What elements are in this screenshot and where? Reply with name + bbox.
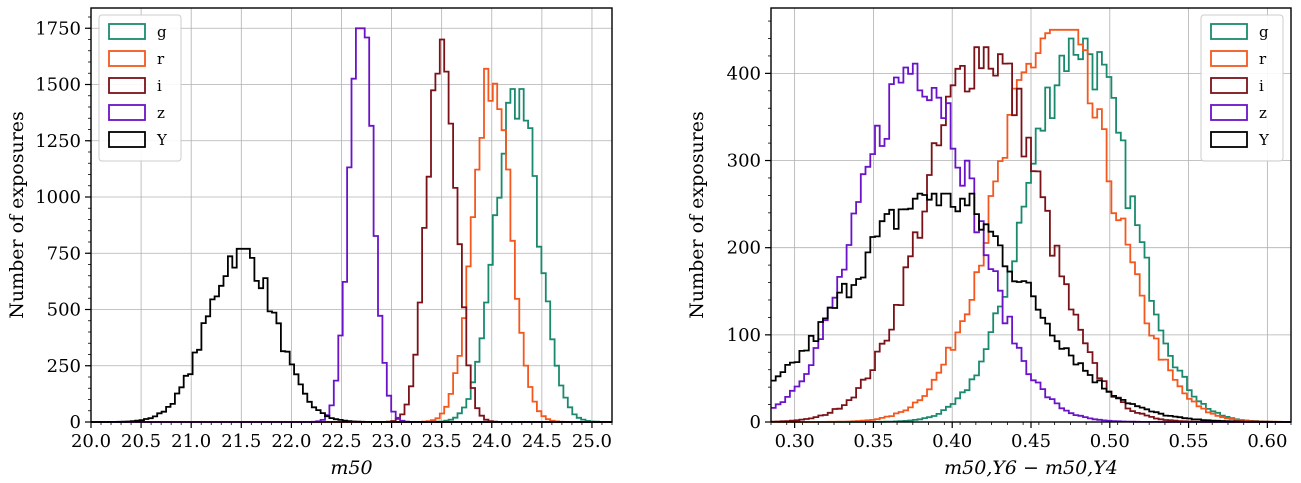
y-tick-label: 200 bbox=[727, 238, 761, 259]
legend-label-i: i bbox=[1259, 77, 1264, 95]
y-tick-label: 750 bbox=[47, 243, 81, 264]
legend-swatch-z bbox=[108, 104, 146, 121]
x-tick-label: 24.5 bbox=[522, 431, 562, 452]
y-tick-label: 0 bbox=[70, 412, 81, 433]
x-tick-label: 23.0 bbox=[372, 431, 412, 452]
y-tick-label: 400 bbox=[727, 63, 761, 84]
legend-label-i: i bbox=[157, 77, 162, 95]
y-tick-label: 100 bbox=[727, 325, 761, 346]
legend-swatch-Y bbox=[108, 131, 146, 148]
x-tick-label: 21.5 bbox=[221, 431, 261, 452]
legend-swatch-g bbox=[108, 23, 146, 40]
legend-label-r: r bbox=[157, 50, 165, 68]
legend-swatch-r bbox=[1210, 50, 1248, 67]
x-tick-label: 0.55 bbox=[1169, 431, 1209, 452]
y-tick-label: 500 bbox=[47, 300, 81, 321]
x-tick-label: 0.50 bbox=[1090, 431, 1130, 452]
x-tick-label: 25.0 bbox=[572, 431, 612, 452]
y-tick-label: 1500 bbox=[35, 75, 81, 96]
y-axis-label: Number of exposures bbox=[686, 111, 708, 319]
y-tick-label: 300 bbox=[727, 151, 761, 172]
y-tick-label: 1250 bbox=[35, 131, 81, 152]
legend-swatch-g bbox=[1210, 23, 1248, 40]
histogram-series-r bbox=[771, 28, 1291, 423]
histogram-series-Y bbox=[771, 192, 1291, 423]
x-tick-label: 20.5 bbox=[121, 431, 161, 452]
y-tick-label: 1000 bbox=[35, 187, 81, 208]
x-tick-label: 23.5 bbox=[422, 431, 462, 452]
legend-label-r: r bbox=[1259, 50, 1267, 68]
x-tick-label: 0.45 bbox=[1011, 431, 1051, 452]
x-tick-label: 0.60 bbox=[1247, 431, 1287, 452]
legend-label-z: z bbox=[157, 104, 165, 122]
legend-box bbox=[1200, 14, 1284, 162]
y-tick-label: 1750 bbox=[35, 18, 81, 39]
x-tick-label: 24.0 bbox=[472, 431, 512, 452]
legend-box bbox=[98, 14, 182, 162]
legend-swatch-z bbox=[1210, 104, 1248, 121]
right-histogram-panel: 0.30 0.35 0.40 0.45 0.50 0.55 0.60 0 100 200 300 40… bbox=[686, 7, 1292, 479]
legend-label-Y: Y bbox=[1258, 131, 1270, 149]
legend-swatch-i bbox=[1210, 77, 1248, 94]
x-tick-label: 0.35 bbox=[853, 431, 893, 452]
x-tick-label: 20.0 bbox=[71, 431, 111, 452]
x-tick-label: 0.30 bbox=[775, 431, 815, 452]
x-tick-label: 22.5 bbox=[321, 431, 361, 452]
x-tick-label: 22.0 bbox=[271, 431, 311, 452]
legend-label-g: g bbox=[1259, 23, 1269, 41]
legend-swatch-Y bbox=[1210, 131, 1248, 148]
y-axis-label: Number of exposures bbox=[6, 111, 28, 319]
y-tick-label: 250 bbox=[47, 356, 81, 377]
x-axis-label: m50,Y6 − m50,Y4 bbox=[944, 457, 1118, 479]
histogram-series-Y bbox=[91, 247, 612, 423]
histogram-series-g bbox=[771, 37, 1291, 423]
left-histogram-panel: 20.0 20.5 21.0 21.5 22.0 22.5 23.0 23.5 24.0 24.5… bbox=[6, 7, 613, 479]
x-tick-label: 0.40 bbox=[932, 431, 972, 452]
legend-label-Y: Y bbox=[156, 131, 168, 149]
legend-swatch-r bbox=[108, 50, 146, 67]
x-tick-label: 21.0 bbox=[171, 431, 211, 452]
histogram-series-i bbox=[771, 46, 1291, 423]
legend-label-g: g bbox=[157, 23, 167, 41]
legend-swatch-i bbox=[108, 77, 146, 94]
x-axis-label: m50 bbox=[330, 457, 372, 479]
y-tick-label: 0 bbox=[750, 412, 761, 433]
legend-label-z: z bbox=[1259, 104, 1267, 122]
